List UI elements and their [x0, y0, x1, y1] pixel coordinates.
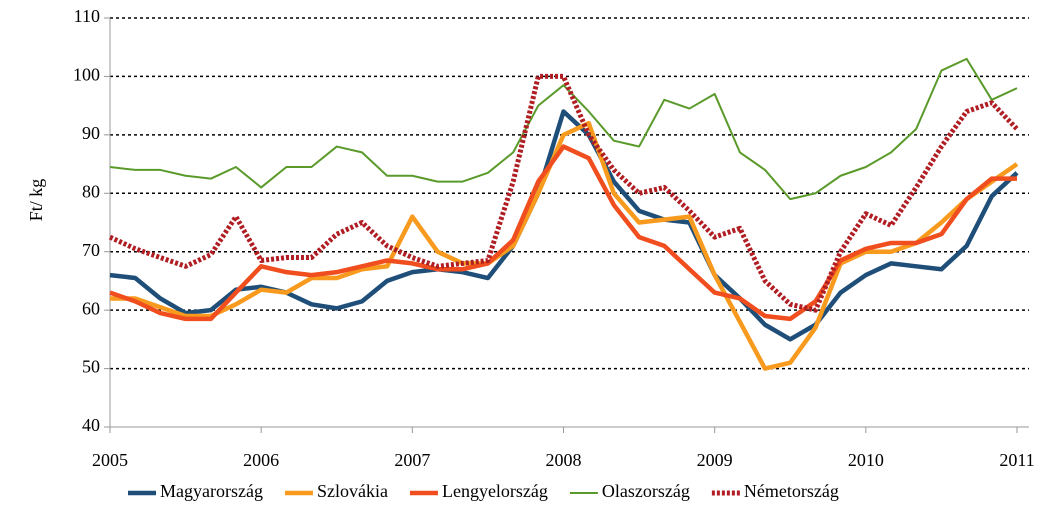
series-line: [110, 120, 1019, 371]
y-tick-label: 60: [82, 298, 100, 318]
legend-label: Magyarország: [160, 481, 263, 501]
series-line: [109, 144, 1017, 322]
series-line: [109, 109, 1019, 342]
x-tick-label: 2006: [243, 450, 279, 470]
y-tick-label: 50: [82, 357, 100, 377]
x-tick-label: 2005: [92, 450, 128, 470]
y-axis-label: Ft/ kg: [26, 179, 46, 222]
x-tick-label: 2008: [546, 450, 582, 470]
legend-label: Olaszország: [602, 481, 690, 501]
y-tick-label: 110: [74, 6, 100, 26]
y-tick-label: 80: [82, 181, 100, 201]
y-tick-label: 90: [82, 123, 100, 143]
legend-label: Németország: [744, 481, 839, 501]
legend-label: Szlovákia: [317, 481, 388, 501]
series-line: [108, 73, 1019, 313]
x-tick-label: 2010: [848, 450, 884, 470]
y-tick-label: 100: [73, 65, 100, 85]
y-tick-label: 70: [82, 240, 100, 260]
y-tick-label: 40: [82, 415, 100, 435]
x-tick-label: 2009: [697, 450, 733, 470]
series-line: [109, 57, 1018, 201]
x-tick-label: 2007: [394, 450, 430, 470]
x-tick-label: 2011: [999, 450, 1034, 470]
legend-label: Lengyelország: [442, 481, 548, 501]
